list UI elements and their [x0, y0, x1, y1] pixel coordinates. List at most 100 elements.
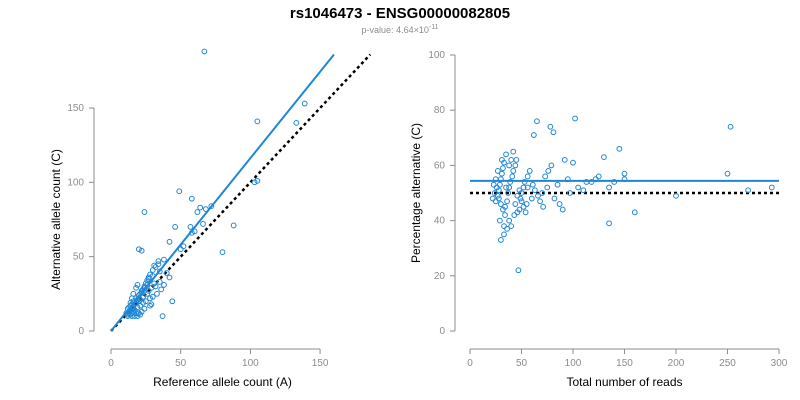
data-point — [606, 220, 612, 227]
fit-line — [110, 53, 335, 332]
data-point — [147, 295, 153, 302]
data-point — [545, 168, 552, 174]
data-point — [570, 159, 576, 166]
data-point — [197, 204, 204, 211]
data-point — [154, 290, 160, 297]
data-point — [166, 274, 173, 281]
data-point — [506, 217, 513, 224]
data-point — [524, 173, 531, 180]
data-point — [542, 173, 549, 180]
data-point — [522, 209, 529, 216]
data-point — [156, 279, 163, 285]
data-point — [575, 184, 582, 191]
y-tick-label: 100 — [428, 50, 445, 61]
y-tick-label: 0 — [439, 326, 445, 337]
data-point — [230, 222, 237, 229]
data-point — [135, 310, 142, 317]
data-point — [151, 280, 158, 287]
data-point — [208, 203, 215, 210]
data-point — [548, 162, 555, 169]
pvalue-label: p-value: — [361, 25, 397, 35]
data-point — [504, 198, 510, 205]
data-point — [137, 311, 144, 318]
data-point — [616, 145, 623, 152]
data-point — [144, 277, 151, 284]
data-point — [523, 201, 530, 207]
data-point — [535, 192, 541, 199]
data-point — [496, 181, 503, 188]
chart-subtitle-pvalue: p-value: 4.64×10-11 — [0, 24, 800, 35]
data-point — [601, 154, 607, 161]
data-point — [254, 177, 261, 184]
y-tick-label: 50 — [73, 252, 85, 263]
data-point — [621, 170, 628, 177]
data-point — [510, 168, 517, 174]
y-tick-label: 60 — [434, 160, 446, 171]
data-point — [149, 293, 156, 300]
data-point — [176, 188, 183, 195]
data-point — [508, 156, 515, 163]
x-axis-title: Reference allele count (A) — [153, 375, 292, 389]
data-point — [144, 290, 151, 297]
data-point — [540, 203, 547, 210]
data-point — [768, 184, 775, 191]
x-tick-label: 100 — [242, 358, 259, 369]
data-point — [293, 119, 300, 126]
x-tick-label: 200 — [668, 358, 685, 369]
data-point — [520, 203, 527, 210]
data-point — [539, 190, 545, 196]
data-point — [133, 284, 139, 291]
data-point — [200, 221, 206, 227]
data-point — [251, 179, 258, 186]
data-point — [544, 184, 551, 191]
data-point — [513, 156, 520, 163]
data-point — [556, 201, 563, 207]
x-tick-label: 100 — [565, 358, 582, 369]
pvalue-exponent: -11 — [428, 24, 439, 31]
data-point — [135, 246, 142, 253]
data-point — [161, 282, 167, 288]
data-point — [512, 162, 519, 169]
data-point — [494, 168, 501, 174]
data-point — [529, 181, 536, 188]
data-point — [606, 184, 612, 191]
x-tick-label: 0 — [108, 358, 114, 369]
data-point — [673, 192, 679, 199]
y-tick-label: 80 — [434, 105, 446, 116]
data-point — [554, 181, 561, 188]
data-point — [580, 187, 587, 194]
data-point — [631, 209, 638, 216]
y-tick-label: 150 — [67, 103, 84, 114]
x-tick-label: 150 — [312, 358, 329, 369]
data-point — [172, 224, 179, 230]
data-point — [180, 243, 187, 250]
x-tick-label: 250 — [719, 358, 736, 369]
data-point — [142, 298, 149, 305]
data-point — [148, 301, 155, 308]
chart-title: rs1046473 - ENSG00000082805 — [289, 5, 511, 22]
data-point — [534, 118, 540, 125]
data-point — [149, 267, 156, 273]
data-point — [727, 123, 734, 130]
data-point — [499, 156, 505, 163]
data-point — [219, 249, 226, 256]
x-axis-title: Total number of reads — [566, 375, 682, 389]
y-axis-title: Percentage alternative (C) — [409, 123, 423, 263]
data-point — [520, 184, 527, 191]
pvalue-mantissa: 4.64×10 — [396, 25, 429, 35]
data-point — [521, 179, 528, 185]
data-point — [498, 237, 504, 243]
data-point — [559, 206, 566, 213]
data-point — [501, 231, 507, 238]
data-point — [141, 209, 148, 215]
data-point — [500, 206, 506, 213]
data-point — [254, 118, 261, 125]
data-point — [503, 151, 509, 158]
data-point — [187, 224, 194, 230]
y-tick-label: 0 — [78, 326, 84, 337]
data-point — [514, 192, 521, 199]
data-point — [148, 284, 155, 291]
data-point — [583, 179, 590, 185]
panel-allele-counts: 0 50 100 150 0 50 100 150 Reference allele count… — [49, 48, 372, 389]
